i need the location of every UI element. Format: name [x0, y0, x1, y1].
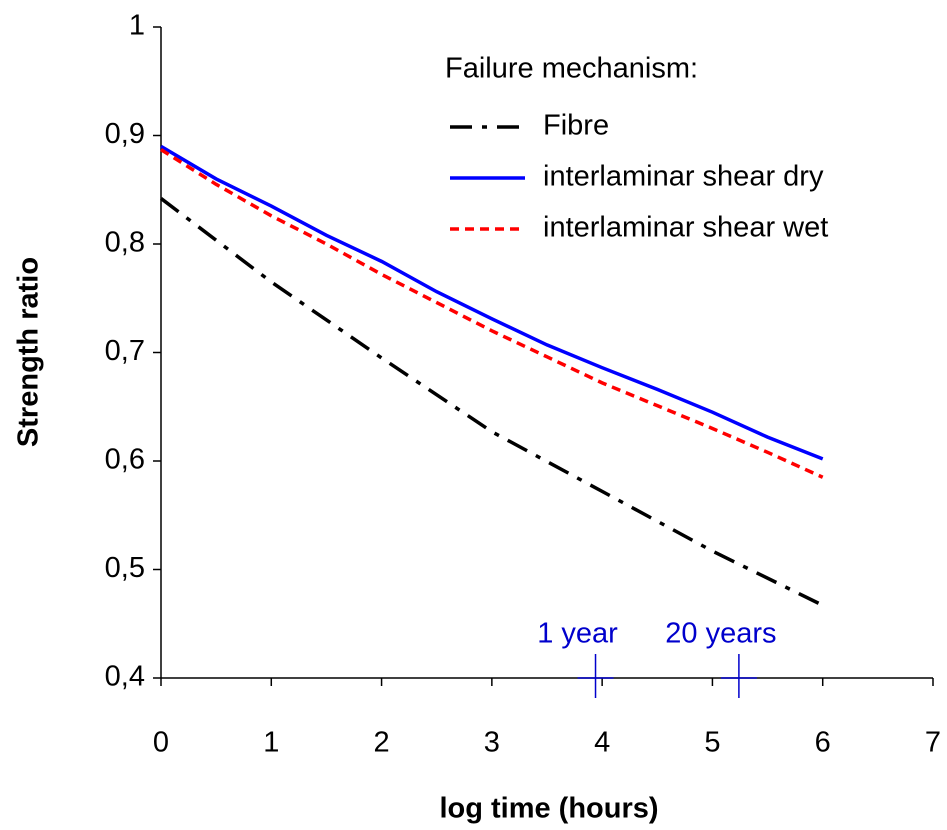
series-line [160, 144, 824, 461]
y-tick-label: 0,5 [105, 552, 145, 584]
x-tick-label: 0 [153, 727, 169, 759]
x-tick-label: 3 [484, 727, 500, 759]
legend-label: interlaminar shear wet [543, 212, 828, 244]
annotation: 20 years [665, 618, 776, 650]
y-tick-label: 0,4 [105, 661, 145, 693]
y-tick-label: 0,6 [105, 444, 145, 476]
x-tick-label: 1 [263, 727, 279, 759]
x-tick-label: 7 [925, 727, 941, 759]
x-tick-label: 6 [815, 727, 831, 759]
series-line [160, 148, 824, 479]
x-tick-label: 4 [594, 727, 610, 759]
y-tick-label: 0,9 [105, 118, 145, 150]
annotation: 1 year [537, 618, 618, 650]
y-tick-label: 0,8 [105, 227, 145, 259]
series-line [159, 197, 824, 607]
x-tick-label: 5 [704, 727, 720, 759]
x-axis-label: log time (hours) [439, 793, 658, 825]
y-axis-label: Strength ratio [13, 257, 45, 447]
legend-label: Fibre [543, 110, 609, 142]
y-tick-label: 1 [129, 10, 145, 42]
x-tick-label: 2 [374, 727, 390, 759]
legend-label: interlaminar shear dry [543, 161, 824, 193]
legend-title: Failure mechanism: [445, 53, 698, 85]
y-tick-label: 0,7 [105, 335, 145, 367]
